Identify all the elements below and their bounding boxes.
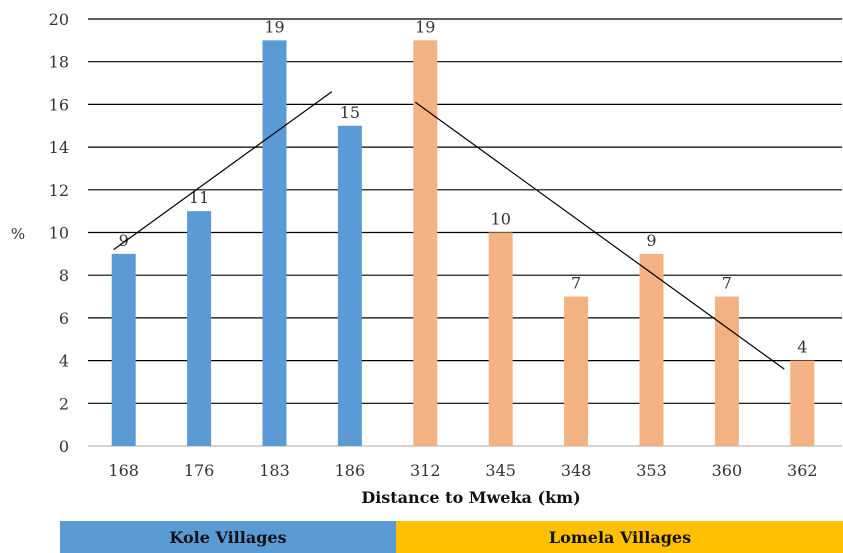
x-tick-label-176: 176 xyxy=(184,461,215,480)
data-label-353: 9 xyxy=(646,231,656,250)
bars xyxy=(111,40,815,446)
y-tick-label-2: 2 xyxy=(59,394,69,413)
data-label-345: 10 xyxy=(491,210,511,229)
x-tick-label-312: 312 xyxy=(410,461,441,480)
bar-186 xyxy=(337,125,362,446)
x-tick-label-345: 345 xyxy=(485,461,516,480)
data-label-186: 15 xyxy=(340,103,360,122)
bar-176 xyxy=(187,211,212,446)
y-axis-ticks: 0 2 4 6 8 10 12 14 16 18 20 xyxy=(49,10,69,456)
grid-lines xyxy=(88,18,842,447)
lomela-villages-band: Lomela Villages xyxy=(396,521,843,553)
data-labels: 9 11 19 15 19 10 7 9 7 4 xyxy=(119,17,808,356)
data-label-348: 7 xyxy=(571,274,581,293)
kole-villages-label: Kole Villages xyxy=(169,527,287,547)
data-label-360: 7 xyxy=(722,274,732,293)
data-label-362: 4 xyxy=(797,338,807,357)
x-tick-label-348: 348 xyxy=(561,461,592,480)
x-tick-label-362: 362 xyxy=(787,461,818,480)
trend-line-0 xyxy=(113,91,333,251)
x-tick-label-183: 183 xyxy=(259,461,290,480)
data-label-183: 19 xyxy=(264,17,284,36)
x-tick-label-360: 360 xyxy=(712,461,743,480)
y-axis-title: % xyxy=(11,225,25,243)
y-tick-label-4: 4 xyxy=(59,352,69,371)
bar-chart: 0 2 4 6 8 10 12 14 16 18 20 9 11 19 15 19 10 7 9 7 4 168 176… xyxy=(11,10,842,507)
x-axis-ticks: 168 176 183 186 312 345 348 353 360 362 xyxy=(108,461,817,480)
y-tick-label-6: 6 xyxy=(59,309,69,328)
bar-353 xyxy=(639,253,664,446)
data-label-312: 19 xyxy=(415,17,435,36)
x-tick-label-353: 353 xyxy=(636,461,667,480)
y-tick-label-0: 0 xyxy=(59,437,69,456)
bar-360 xyxy=(714,296,739,446)
bar-168 xyxy=(111,253,136,446)
y-tick-label-12: 12 xyxy=(49,181,69,200)
x-tick-label-186: 186 xyxy=(335,461,366,480)
y-tick-label-18: 18 xyxy=(49,53,69,72)
lomela-villages-label: Lomela Villages xyxy=(548,527,692,547)
bar-345 xyxy=(488,232,513,446)
y-tick-label-16: 16 xyxy=(49,95,69,114)
x-tick-label-168: 168 xyxy=(108,461,139,480)
y-tick-label-8: 8 xyxy=(59,266,69,285)
y-tick-label-10: 10 xyxy=(49,224,69,243)
kole-villages-band: Kole Villages xyxy=(60,521,396,553)
data-label-176: 11 xyxy=(189,188,209,207)
data-label-168: 9 xyxy=(119,231,129,250)
x-axis-title: Distance to Mweka (km) xyxy=(361,488,580,507)
bar-348 xyxy=(564,296,589,446)
bar-312 xyxy=(413,40,438,446)
bar-362 xyxy=(790,360,815,446)
trend-lines xyxy=(113,91,785,370)
trend-line-1 xyxy=(414,101,785,370)
y-tick-label-14: 14 xyxy=(49,138,69,157)
y-tick-label-20: 20 xyxy=(49,10,69,29)
bar-183 xyxy=(262,40,287,446)
